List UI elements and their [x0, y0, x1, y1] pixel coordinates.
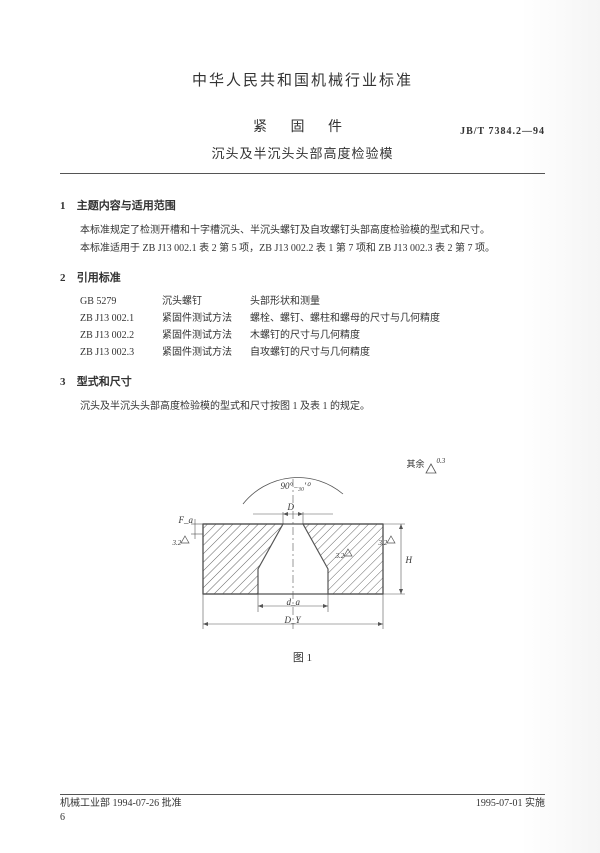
section-3-heading: 3 型式和尺寸 [60, 374, 545, 391]
dim-Fa: F_a [179, 514, 194, 528]
section-3-p1: 沉头及半沉头头部高度检验模的型式和尺寸按图 1 及表 1 的规定。 [60, 399, 545, 414]
ref-desc: 螺栓、螺钉、螺柱和螺母的尺寸与几何精度 [250, 311, 545, 326]
rest-value: 0.3 [437, 456, 446, 467]
ref-method: 紧固件测试方法 [162, 311, 250, 326]
section-3-title: 型式和尺寸 [77, 376, 132, 388]
dim-da: d_a [287, 596, 301, 610]
section-1-p1: 本标准规定了检测开槽和十字槽沉头、半沉头螺钉及自攻螺钉头部高度检验模的型式和尺寸… [60, 223, 545, 238]
figure-1: 90°₋₃₀′⁰ D d_a D_Y H F_a 3.2 3.2 3.2 其余 … [153, 434, 453, 644]
doc-subtitle: 沉头及半沉头头部高度检验模 [60, 144, 545, 164]
dim-D: D [288, 501, 295, 515]
footer-left: 机械工业部 1994-07-26 批准 [60, 796, 182, 811]
ref-method: 紧固件测试方法 [162, 328, 250, 343]
reference-row: GB 5279 沉头螺钉 头部形状和测量 [80, 294, 545, 309]
section-3-num: 3 [60, 374, 74, 391]
section-2-heading: 2 引用标准 [60, 270, 545, 287]
page-number: 6 [60, 810, 65, 825]
ref-method: 紧固件测试方法 [162, 345, 250, 360]
reference-row: ZB J13 002.2 紧固件测试方法 木螺钉的尺寸与几何精度 [80, 328, 545, 343]
ref-desc: 自攻螺钉的尺寸与几何精度 [250, 345, 545, 360]
section-1-num: 1 [60, 198, 74, 215]
reference-row: ZB J13 002.3 紧固件测试方法 自攻螺钉的尺寸与几何精度 [80, 345, 545, 360]
footer-rule [60, 794, 545, 795]
dim-H: H [406, 554, 413, 568]
title-rule [60, 173, 545, 174]
section-2-num: 2 [60, 270, 74, 287]
ref-code: ZB J13 002.3 [80, 345, 162, 360]
reference-list: GB 5279 沉头螺钉 头部形状和测量 ZB J13 002.1 紧固件测试方… [80, 294, 545, 360]
ref-desc: 头部形状和测量 [250, 294, 545, 309]
section-1-heading: 1 主题内容与适用范围 [60, 198, 545, 215]
ref-code: ZB J13 002.2 [80, 328, 162, 343]
ref-code: GB 5279 [80, 294, 162, 309]
rest-label: 其余 [407, 458, 425, 472]
angle-label: 90°₋₃₀′⁰ [281, 480, 310, 494]
dim-DY: D_Y [285, 614, 301, 628]
finish-left: 3.2 [173, 538, 182, 549]
document-page: 中华人民共和国机械行业标准 JB/T 7384.2—94 紧 固 件 沉头及半沉… [0, 0, 600, 853]
footer-right: 1995-07-01 实施 [476, 796, 545, 811]
ref-method: 沉头螺钉 [162, 294, 250, 309]
reference-row: ZB J13 002.1 紧固件测试方法 螺栓、螺钉、螺柱和螺母的尺寸与几何精度 [80, 311, 545, 326]
section-1-p2: 本标准适用于 ZB J13 002.1 表 2 第 5 项，ZB J13 002… [60, 241, 545, 256]
finish-right: 3.2 [379, 538, 388, 549]
ref-desc: 木螺钉的尺寸与几何精度 [250, 328, 545, 343]
finish-cone: 3.2 [336, 551, 345, 562]
section-1-title: 主题内容与适用范围 [77, 200, 176, 212]
org-title: 中华人民共和国机械行业标准 [60, 70, 545, 93]
doc-code: JB/T 7384.2—94 [460, 124, 545, 139]
figure-caption: 图 1 [60, 650, 545, 667]
section-2-title: 引用标准 [77, 272, 121, 284]
ref-code: ZB J13 002.1 [80, 311, 162, 326]
